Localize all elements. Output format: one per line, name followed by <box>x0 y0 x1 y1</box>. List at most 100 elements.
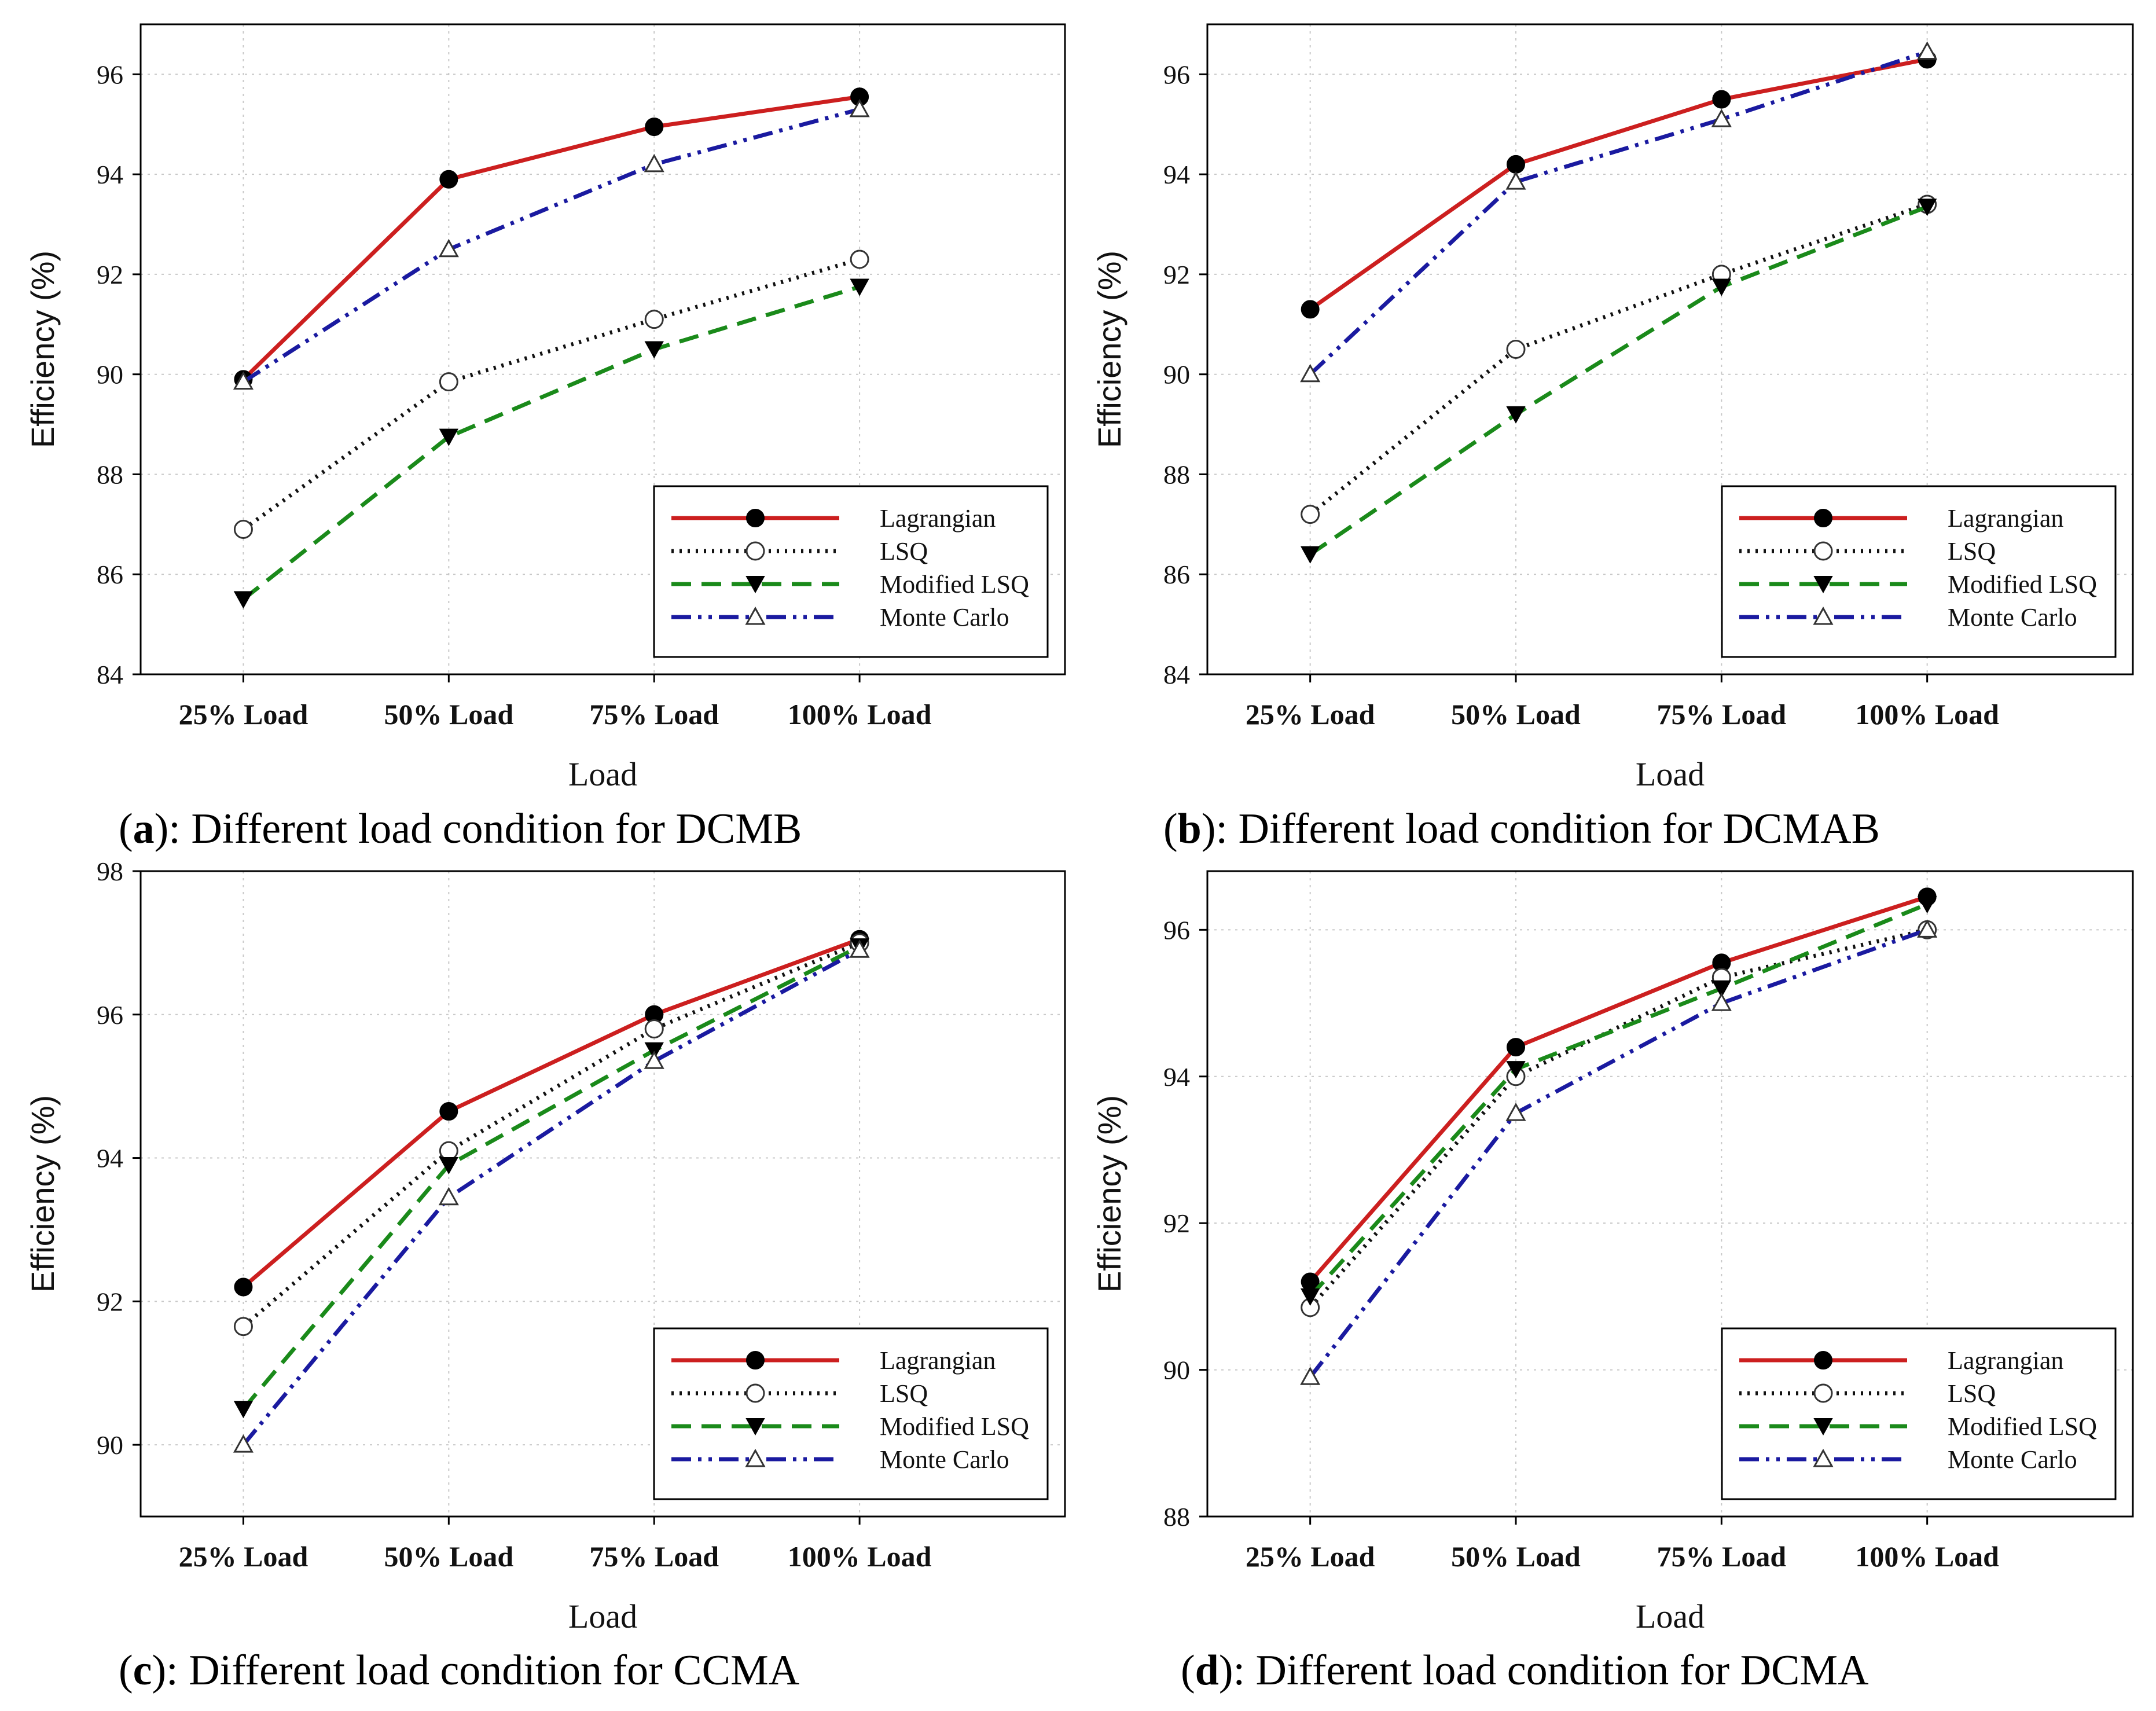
data-point <box>439 1102 458 1121</box>
y-tick-label: 84 <box>97 660 123 689</box>
legend-label: Lagrangian <box>1948 504 2063 533</box>
series-line <box>242 107 861 384</box>
series-line <box>242 285 861 601</box>
y-tick-label: 86 <box>97 560 123 589</box>
x-tick-label: 50% Load <box>1451 698 1581 730</box>
plot-frame <box>1206 870 2134 1518</box>
x-tick-label: 50% Load <box>384 698 513 730</box>
chart-panel-c: 90 92 94 96 98 25% Load 50% Load 75% Load 100% L… <box>24 857 1066 1694</box>
y-axis-label: Efficiency (%) <box>1091 1095 1127 1293</box>
series-line <box>241 944 861 1411</box>
y-tick-label: 84 <box>1163 660 1190 689</box>
legend-marker <box>746 1351 765 1369</box>
data-point <box>1507 1038 1525 1057</box>
x-axis-label: Load <box>568 755 637 793</box>
y-axis-label: Efficiency (%) <box>24 1095 61 1293</box>
data-point <box>1711 992 1732 1011</box>
data-point <box>439 428 459 446</box>
legend: Lagrangian LSQ Modified LSQ Monte Carlo <box>1721 485 2117 658</box>
plot-frame <box>139 23 1066 675</box>
y-tick-label: 94 <box>1163 1062 1190 1092</box>
data-point <box>1711 109 1732 127</box>
x-axis-label: Load <box>568 1598 637 1635</box>
data-point <box>645 118 664 137</box>
legend-label: LSQ <box>880 1379 928 1408</box>
data-point <box>1506 1061 1526 1079</box>
data-point <box>1300 364 1321 383</box>
plot-frame <box>139 870 1066 1518</box>
legend-marker <box>1814 509 1832 527</box>
series-line <box>1309 902 1928 1298</box>
x-tick-label: 75% Load <box>589 698 719 730</box>
data-point <box>1300 546 1320 564</box>
y-tick-label: 92 <box>97 260 123 289</box>
data-point <box>233 1317 253 1337</box>
data-point <box>1917 199 1937 216</box>
chart-panel-d: 88 90 92 94 96 25% Load 50% Load 75% Load 100% L… <box>1091 870 2134 1694</box>
legend-marker <box>1813 576 1833 594</box>
y-tick-label: 90 <box>1163 1356 1190 1385</box>
series-line <box>1309 202 1928 516</box>
legend-label: Lagrangian <box>1948 1346 2063 1375</box>
y-tick-label: 92 <box>1163 260 1190 289</box>
legend-marker <box>1813 606 1834 625</box>
data-point <box>849 939 870 958</box>
legend-marker <box>1813 1448 1834 1467</box>
data-point <box>1917 896 1937 914</box>
panel-caption: (b): Different load condition for DCMAB <box>1163 805 1880 853</box>
y-tick-label: 90 <box>1163 360 1190 390</box>
data-point <box>1300 1367 1321 1385</box>
panel-caption: (d): Different load condition for DCMA <box>1181 1647 1869 1694</box>
legend: Lagrangian LSQ Modified LSQ Monte Carlo <box>653 1327 1049 1500</box>
legend-label: LSQ <box>1948 1379 1996 1408</box>
data-point <box>1301 505 1320 524</box>
x-tick-label: 25% Load <box>1246 698 1375 730</box>
data-point <box>439 1141 458 1161</box>
data-point <box>1506 340 1526 359</box>
legend-box <box>653 1327 1049 1500</box>
y-tick-label: 86 <box>1163 560 1190 589</box>
legend-marker <box>745 1418 765 1436</box>
legend-label: Modified LSQ <box>880 1412 1029 1441</box>
data-point <box>439 1156 459 1175</box>
panel-caption: (c): Different load condition for CCMA <box>119 1647 799 1694</box>
data-point <box>1505 171 1526 190</box>
data-point <box>644 341 664 359</box>
legend-label: Monte Carlo <box>1948 1445 2077 1474</box>
x-tick-label: 25% Load <box>179 1540 308 1573</box>
legend-box <box>653 485 1049 658</box>
legend-label: LSQ <box>1948 537 1996 566</box>
data-point <box>438 238 459 258</box>
series-line <box>1308 928 1928 1379</box>
data-point <box>233 1401 254 1419</box>
y-tick-label: 90 <box>97 360 123 390</box>
chart-panel-a: 84 86 88 90 92 94 96 25% Load 50% Load 75% Load 10… <box>24 23 1066 853</box>
data-point <box>644 153 664 172</box>
legend-label: Modified LSQ <box>880 570 1029 599</box>
x-tick-label: 100% Load <box>788 698 932 730</box>
series-line <box>1309 205 1928 556</box>
y-tick-label: 98 <box>97 857 123 886</box>
legend-marker <box>745 1383 765 1403</box>
x-tick-label: 100% Load <box>1855 698 1999 730</box>
x-axis-label: Load <box>1636 1598 1705 1635</box>
legend-label: Modified LSQ <box>1948 1412 2097 1441</box>
legend-box <box>1721 1327 2117 1500</box>
y-tick-label: 96 <box>1163 60 1190 89</box>
data-point <box>1300 1288 1320 1306</box>
data-point <box>439 372 458 392</box>
y-tick-label: 92 <box>1163 1209 1190 1238</box>
y-tick-label: 92 <box>97 1287 123 1316</box>
legend-label: Lagrangian <box>880 504 996 533</box>
y-tick-label: 88 <box>97 460 123 489</box>
legend-label: Monte Carlo <box>1948 603 2077 631</box>
legend-box <box>1721 485 2117 658</box>
data-point <box>1507 155 1525 174</box>
series-line <box>1309 895 1928 1283</box>
data-point <box>233 371 254 390</box>
panel-caption: (a): Different load condition for DCMB <box>119 805 802 853</box>
data-point <box>233 591 254 609</box>
data-point <box>439 170 458 189</box>
data-point <box>234 1277 253 1297</box>
x-tick-label: 25% Load <box>179 698 308 730</box>
